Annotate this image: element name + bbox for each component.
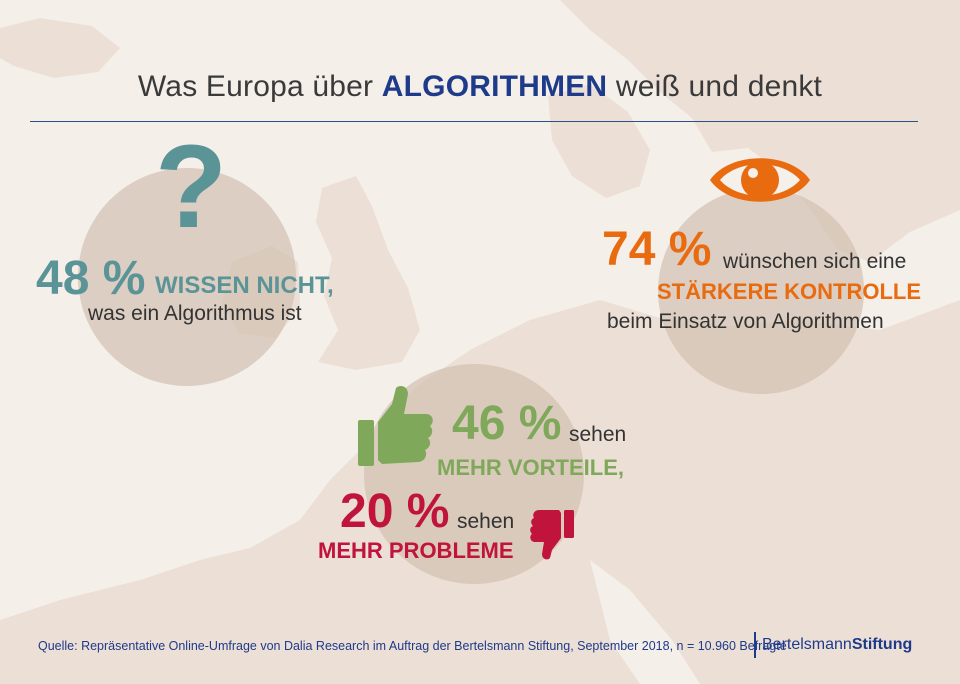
thumbs-down-icon [530,510,574,560]
page-title: Was Europa über ALGORITHMEN weiß und den… [0,70,960,104]
problems-label: sehen [457,510,515,533]
circle-know-not [78,168,296,386]
brand-divider [754,632,756,658]
title-divider [30,121,918,122]
title-highlight: ALGORITHMEN [381,70,608,103]
title-prefix: Was Europa über [137,70,382,103]
control-highlight: STÄRKERE KONTROLLE [657,279,921,304]
control-label: wünschen sich eine [723,250,907,273]
problems-percent: 20 % [340,485,450,538]
source-note: Quelle: Repräsentative Online-Umfrage vo… [38,639,787,653]
know-not-label: WISSEN NICHT, [155,272,334,299]
control-subtext: beim Einsatz von Algorithmen [607,310,884,333]
title-suffix: weiß und denkt [607,70,823,103]
advantages-highlight: MEHR VORTEILE, [437,455,625,480]
question-mark-icon: ? [155,121,228,253]
advantages-percent: 46 % [452,397,562,450]
problems-highlight: MEHR PROBLEME [318,538,514,563]
eye-icon [710,158,810,202]
brand-part-2: Stiftung [851,636,913,653]
brand-part-1: Bertelsmann [762,636,852,653]
know-not-subtext: was ein Algorithmus ist [88,302,302,325]
advantages-label: sehen [569,423,627,446]
control-percent: 74 % [602,223,712,276]
thumbs-up-icon [358,386,433,466]
circle-control [658,188,864,394]
bertelsmann-stiftung-logo: BertelsmannStiftung [762,636,912,654]
know-not-percent: 48 % [36,252,146,305]
